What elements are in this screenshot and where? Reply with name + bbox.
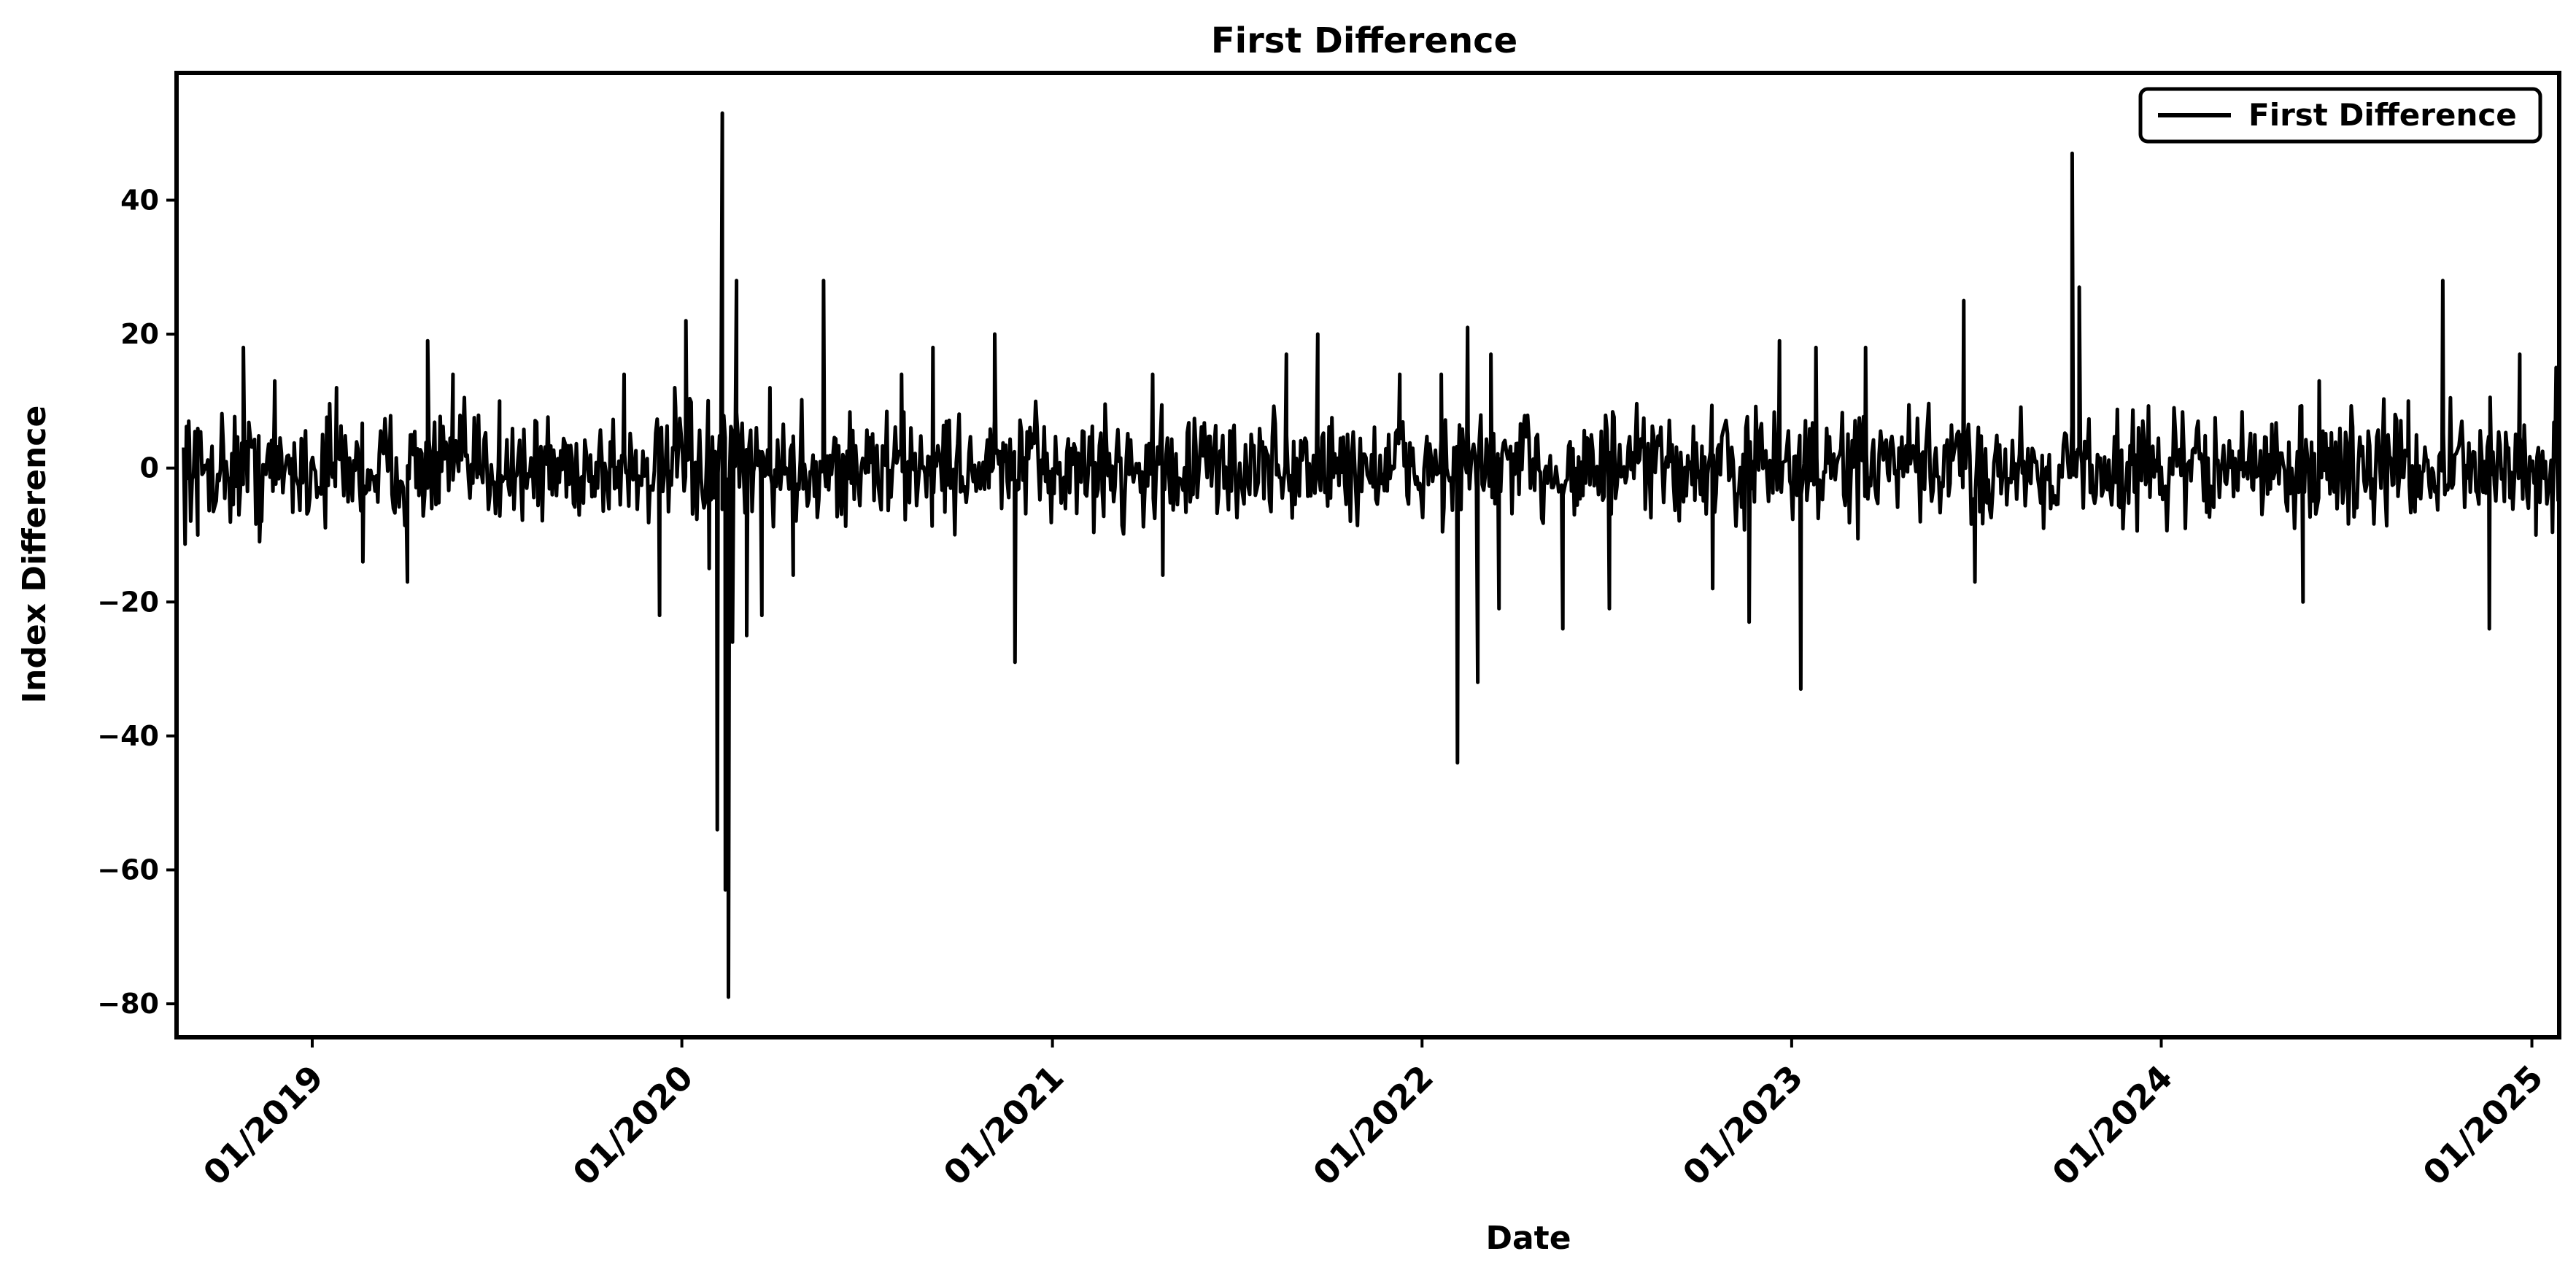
y-axis: 40 20 0 −20 −40 −60 −80 bbox=[97, 184, 177, 1020]
y-tick-label: −20 bbox=[97, 586, 159, 618]
y-tick-label: −40 bbox=[97, 720, 159, 752]
y-tick-label: 40 bbox=[120, 184, 159, 216]
x-axis-label: Date bbox=[1485, 1220, 1571, 1257]
plot-frame bbox=[174, 71, 2561, 1039]
legend: First Difference bbox=[2138, 87, 2542, 144]
y-tick-label: 0 bbox=[140, 452, 159, 484]
y-axis-label: Index Difference bbox=[16, 406, 53, 704]
y-tick-label: −80 bbox=[97, 988, 159, 1020]
series-layer bbox=[182, 111, 2561, 999]
y-tick-label: −60 bbox=[97, 853, 159, 886]
y-tick-label: 20 bbox=[120, 318, 159, 350]
series-line-first-difference bbox=[182, 111, 2561, 999]
chart-title: First Difference bbox=[1211, 20, 1517, 61]
legend-frame bbox=[2138, 87, 2542, 144]
legend-label-first-difference: First Difference bbox=[2248, 97, 2517, 133]
